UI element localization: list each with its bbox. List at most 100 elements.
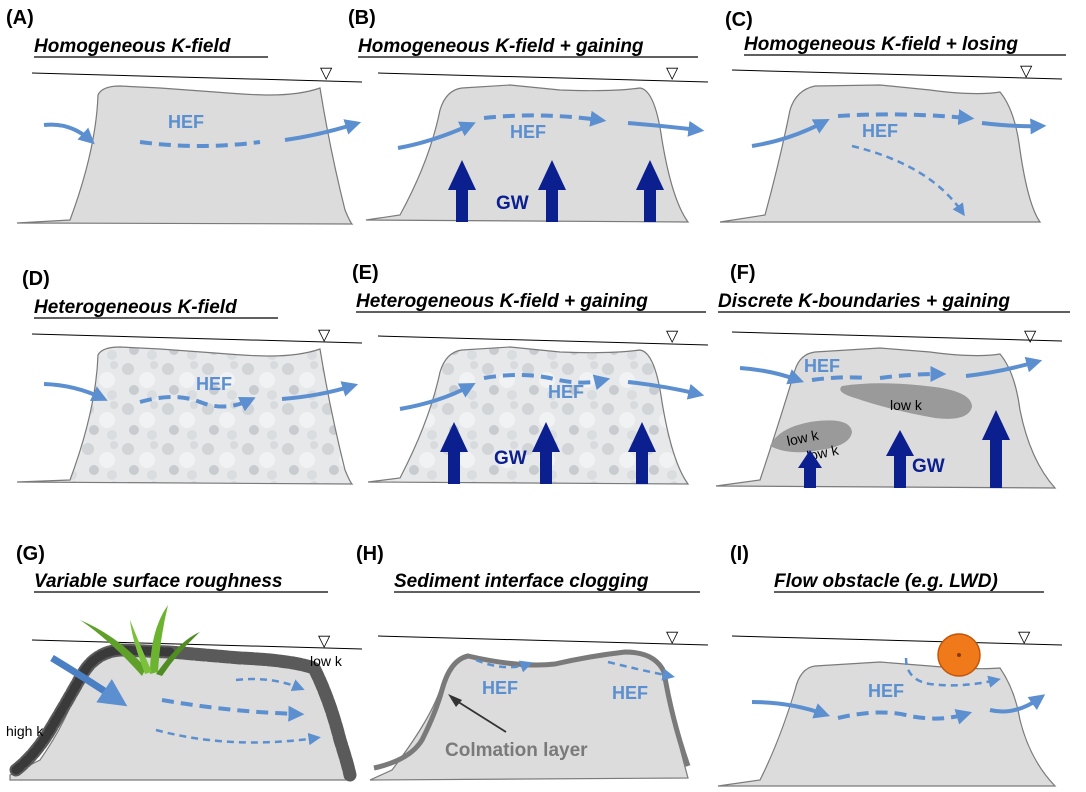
panel-c-water-surface [731, 69, 1063, 80]
panel-d-streambed [16, 346, 354, 485]
panel-d-letter: (D) [22, 268, 50, 290]
panel-h-colmation-label: Colmation layer [445, 740, 588, 761]
panel-f-low-k-lens-upper [840, 383, 972, 419]
panel-f-gw-arrow-1 [798, 450, 822, 488]
panel-h-water-surface [377, 635, 709, 646]
panel-i-title: Flow obstacle (e.g. LWD) [774, 571, 998, 592]
panel-e-letter: (E) [352, 262, 379, 284]
panel-c-title: Homogeneous K-field + losing [744, 34, 1018, 55]
panel-c-inflow-arrow [751, 119, 830, 148]
panel-d-hyporheic-flowpath [139, 395, 256, 412]
panel-e-water-surface [377, 335, 709, 346]
panel-e: (E) Heterogeneous K-field + gaining ▽ HE… [352, 262, 709, 485]
panel-f-water-table-symbol: ▽ [1024, 328, 1037, 345]
panel-i-outflow-arrow [989, 694, 1046, 714]
panel-b: (B) Homogeneous K-field + gaining ▽ HEF … [348, 7, 709, 223]
panel-h-flowpath-1 [475, 658, 533, 673]
panel-h-water-table-symbol: ▽ [666, 629, 679, 646]
panel-g-letter: (G) [16, 543, 45, 565]
panel-c-hef-label: HEF [862, 121, 898, 141]
panel-a-water-table-symbol: ▽ [320, 65, 333, 82]
panel-f-low-k-lens-lower [770, 420, 852, 453]
panel-g-inflow-arrow [50, 655, 128, 707]
panel-e-gw-arrow-1 [440, 422, 468, 484]
panel-g: (G) Variable surface roughness ▽ low k h… [6, 543, 363, 782]
panel-c: (C) Homogeneous K-field + losing ▽ HEF [719, 9, 1066, 223]
panel-h-flowpath-2 [607, 660, 675, 681]
panel-b-hef-label: HEF [510, 122, 546, 142]
panel-e-outflow-arrow [627, 380, 705, 400]
panel-e-hyporheic-flowpath [483, 373, 611, 391]
panel-i-hef-label: HEF [868, 681, 904, 701]
panel-f-outflow-arrow [965, 356, 1043, 378]
panel-a-water-surface [31, 72, 363, 83]
panel-a-hyporheic-flowpath [139, 140, 261, 148]
panel-f: (F) Discrete K-boundaries + gaining ▽ lo… [715, 262, 1070, 489]
panel-a-hef-label: HEF [168, 112, 204, 132]
panel-g-high-k-label: high k [6, 723, 44, 739]
panel-b-title: Homogeneous K-field + gaining [358, 36, 644, 57]
panel-i-obstacle-flowpath [904, 657, 1001, 688]
panel-f-inflow-arrow [739, 366, 805, 385]
panel-a-letter: (A) [6, 7, 34, 29]
panel-c-letter: (C) [725, 9, 753, 31]
panel-e-gw-label: GW [494, 448, 527, 469]
panel-b-letter: (B) [348, 7, 376, 29]
panel-e-hef-label: HEF [548, 382, 584, 402]
panel-b-gw-arrow-3 [636, 160, 664, 222]
panel-i-water-table-symbol: ▽ [1018, 629, 1031, 646]
panel-e-title: Heterogeneous K-field + gaining [356, 291, 648, 312]
panel-b-outflow-arrow [627, 120, 705, 137]
panel-e-gw-arrow-3 [628, 422, 656, 484]
panel-f-gw-label: GW [912, 456, 945, 477]
panel-g-lower-flowpath [155, 728, 321, 746]
panel-c-hyporheic-flowpath [837, 109, 975, 126]
panel-f-water-surface [731, 331, 1063, 342]
panel-f-hef-label: HEF [804, 356, 840, 376]
panel-a-title: Homogeneous K-field [34, 36, 231, 57]
panel-a-streambed [16, 85, 354, 225]
panel-d-water-table-symbol: ▽ [318, 327, 331, 344]
panel-d-hef-label: HEF [196, 374, 232, 394]
panel-a-inflow-arrow [43, 122, 95, 145]
panel-a: (A) Homogeneous K-field ▽ HEF [6, 7, 363, 225]
panel-g-low-k-label: low k [310, 653, 343, 669]
panel-h-callout-arrowhead [448, 694, 462, 707]
panel-i-lwd-center [957, 653, 961, 657]
panel-f-gw-arrow-3 [982, 410, 1010, 488]
panel-h: (H) Sediment interface clogging ▽ HEF HE… [356, 543, 709, 781]
panel-h-callout-line [451, 697, 507, 733]
panel-g-middle-flowpath [161, 698, 305, 722]
panel-e-water-table-symbol: ▽ [666, 328, 679, 345]
panel-a-outflow-arrow [284, 119, 362, 142]
panel-i-inflow-arrow [751, 700, 831, 719]
panel-f-gw-arrow-2 [886, 430, 914, 488]
panel-h-letter: (H) [356, 543, 384, 565]
panel-g-title: Variable surface roughness [34, 571, 283, 592]
panel-e-gw-arrow-2 [532, 422, 560, 484]
panel-b-hyporheic-flowpath [483, 110, 607, 127]
panel-b-gw-arrow-1 [448, 160, 476, 222]
panel-d: (D) Heterogeneous K-field ▽ HEF [16, 268, 363, 485]
panel-h-title: Sediment interface clogging [394, 571, 649, 592]
panel-d-inflow-arrow [43, 382, 108, 402]
panel-g-upper-flowpath [235, 677, 305, 692]
panel-i-water-surface [731, 635, 1063, 646]
panel-d-title: Heterogeneous K-field [34, 297, 237, 318]
panel-g-rough-high-k-zone [11, 645, 175, 775]
panel-d-water-surface [31, 333, 363, 344]
panel-f-low-k-label-2: low k [785, 426, 821, 448]
panel-c-losing-flowpath [851, 144, 965, 217]
panel-f-letter: (F) [730, 262, 756, 284]
panel-i: (I) Flow obstacle (e.g. LWD) ▽ HEF [717, 543, 1063, 787]
panel-f-title: Discrete K-boundaries + gaining [718, 291, 1010, 312]
panel-h-hef-label-1: HEF [482, 678, 518, 698]
panel-b-gw-label: GW [496, 193, 529, 214]
panel-c-water-table-symbol: ▽ [1020, 63, 1033, 80]
panel-b-inflow-arrow [397, 121, 476, 150]
panel-i-hyporheic-flowpath [837, 709, 973, 725]
panel-i-letter: (I) [730, 543, 749, 565]
panel-g-water-surface [31, 639, 363, 650]
panel-f-low-k-label-1: low k [890, 397, 923, 413]
panel-e-inflow-arrow [399, 382, 476, 411]
